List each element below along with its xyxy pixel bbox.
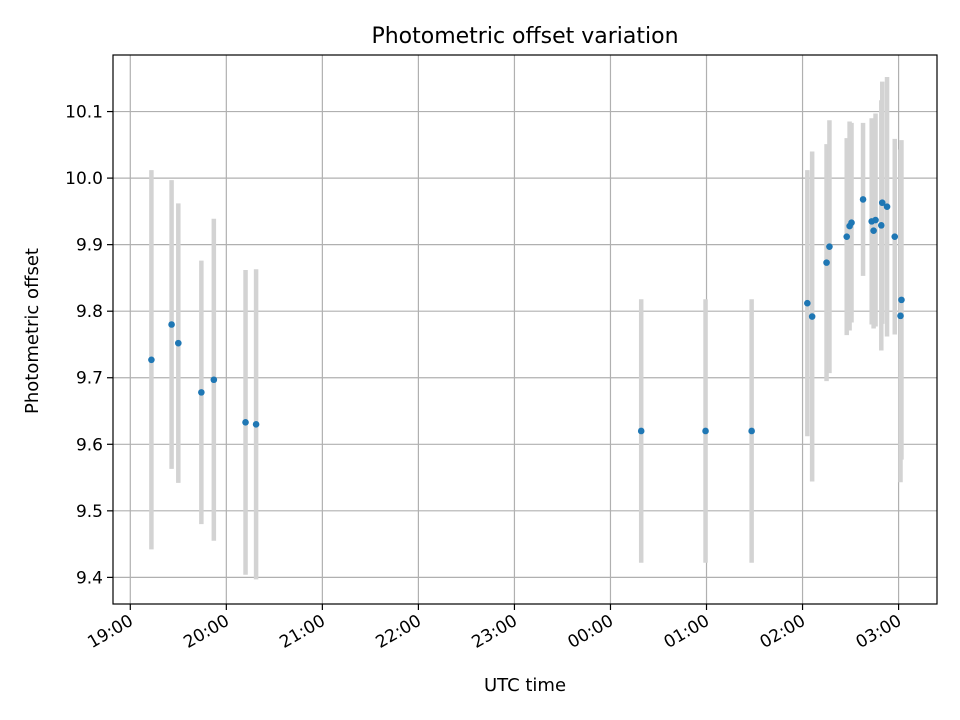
y-tick-label: 9.7 — [76, 369, 103, 389]
data-point — [848, 219, 855, 226]
y-tick-label: 10.1 — [65, 103, 103, 123]
x-axis-title: UTC time — [484, 675, 566, 696]
data-point — [878, 199, 886, 207]
chart-title: Photometric offset variation — [371, 24, 678, 49]
y-axis-title: Photometric offset — [22, 248, 43, 414]
y-tick-label: 9.8 — [76, 302, 103, 322]
data-point — [175, 339, 182, 347]
data-point — [808, 313, 816, 320]
y-axis-ticks: 9.4 9.5 9.6 9.7 9.8 9.9 10.0 10.1 — [65, 103, 113, 588]
data-point — [702, 427, 709, 435]
data-point — [252, 421, 260, 428]
data-point — [210, 376, 218, 384]
data-point — [859, 196, 867, 203]
y-tick-label: 9.4 — [76, 568, 103, 588]
data-point — [168, 321, 175, 328]
data-point — [891, 233, 899, 240]
plot-area-frame — [112, 54, 938, 605]
data-point — [804, 299, 811, 307]
data-point — [748, 427, 755, 435]
data-point — [826, 243, 833, 250]
y-tick-label: 9.5 — [76, 502, 103, 522]
data-point — [883, 203, 891, 211]
data-point — [637, 427, 645, 435]
y-tick-label: 9.6 — [76, 435, 103, 455]
data-point — [897, 312, 904, 320]
data-point — [148, 356, 155, 364]
y-tick-label: 10.0 — [65, 169, 103, 189]
data-point — [898, 296, 905, 304]
data-point — [872, 216, 879, 224]
data-point — [823, 259, 830, 266]
data-point — [843, 233, 851, 240]
data-points — [148, 196, 905, 435]
data-point — [870, 227, 877, 234]
y-tick-label: 9.9 — [76, 236, 103, 256]
grid — [113, 55, 937, 604]
data-point — [877, 222, 885, 229]
data-point — [198, 389, 205, 396]
data-point — [242, 419, 249, 426]
